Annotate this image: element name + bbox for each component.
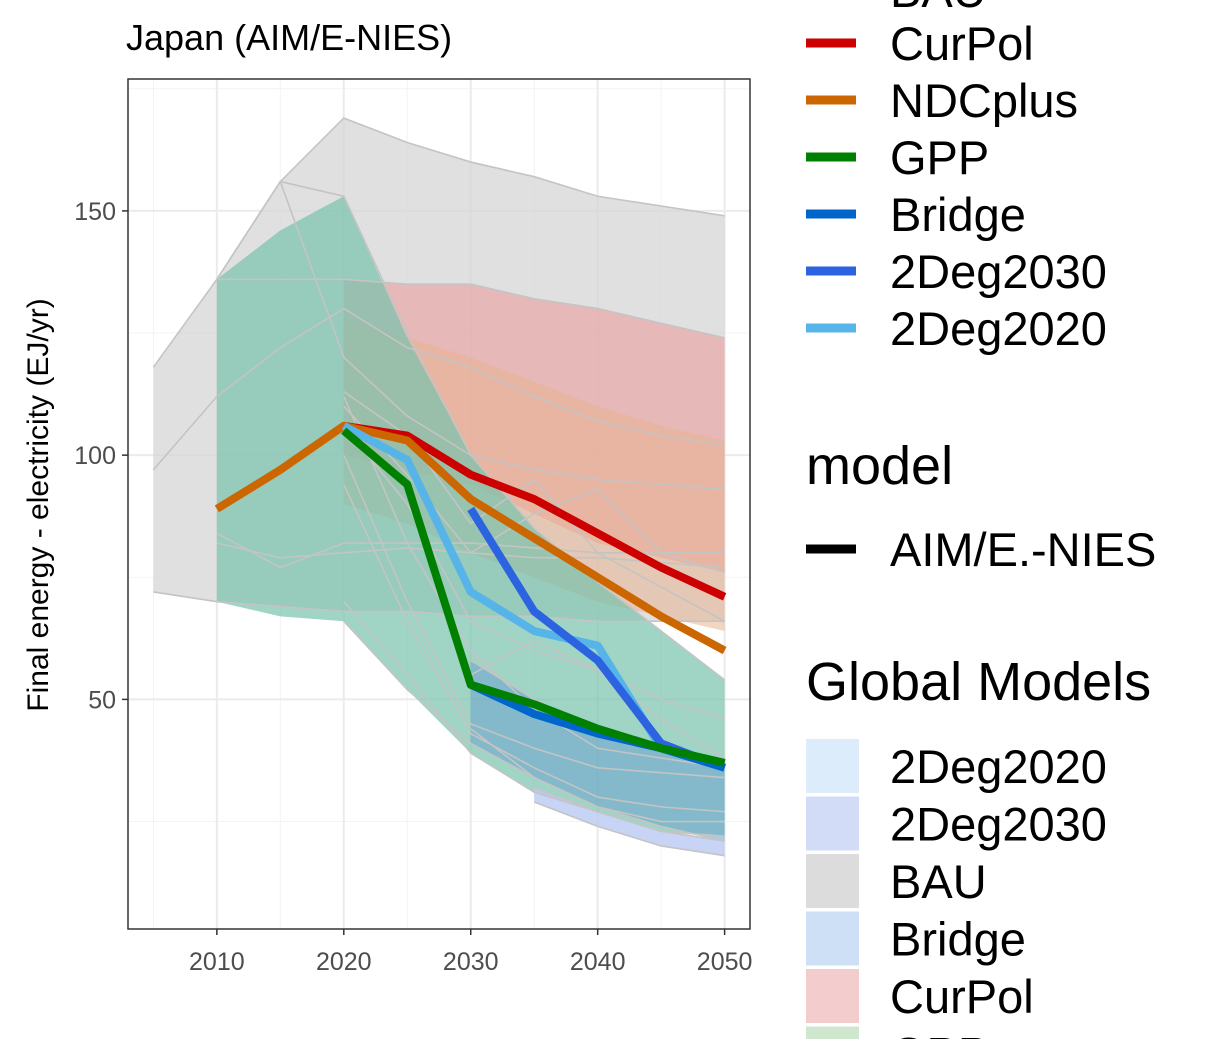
chart-title: Japan (AIM/E-NIES) [126, 17, 452, 58]
x-tick-label: 2020 [316, 948, 372, 976]
legend-model-title: model [806, 436, 953, 496]
series-lines [214, 421, 727, 772]
legend-swatch-BAU [806, 854, 859, 908]
legend-label-Bridge: Bridge [890, 188, 1026, 241]
legend: BAUCurPolNDCplusGPPBridge2Deg20302Deg202… [806, 0, 1156, 1039]
background-line [470, 728, 725, 823]
background-line [343, 425, 725, 720]
legend-global-title: Global Models [806, 652, 1151, 712]
x-tick-label: 2030 [443, 948, 499, 976]
background-line [533, 801, 725, 857]
y-tick-label: 150 [74, 198, 116, 226]
x-tick-label: 2050 [697, 948, 753, 976]
background-line [533, 786, 725, 842]
legend-global-label-Bridge: Bridge [890, 913, 1026, 966]
legend-global-label-CurPol: CurPol [890, 970, 1034, 1023]
legend-swatch-2Deg2020 [806, 739, 859, 793]
legend-swatch-CurPol [806, 969, 859, 1023]
legend-global-label-GPP: GPP [890, 1028, 989, 1039]
legend-swatch-GPP [806, 1026, 859, 1039]
background-line [216, 278, 725, 339]
background-line [470, 639, 726, 759]
background-line [343, 454, 725, 779]
legend-scenario-partial-label: BAU [890, 0, 987, 17]
series-line-GPP [341, 427, 726, 767]
x-tick-label: 2040 [570, 948, 626, 976]
legend-label-model: AIM/E.-NIES [890, 523, 1156, 576]
y-tick-label: 100 [74, 442, 116, 470]
legend-swatch-Bridge [806, 911, 859, 966]
background-line [343, 484, 725, 813]
series-line-NDCplus [214, 421, 727, 655]
background-line [279, 181, 725, 491]
x-tick-label: 2010 [189, 948, 245, 976]
legend-label-CurPol: CurPol [890, 17, 1034, 70]
legend-global-label-2Deg2020: 2Deg2020 [890, 740, 1107, 793]
background-line [153, 591, 725, 623]
legend-label-2Deg2020: 2Deg2020 [890, 302, 1107, 355]
legend-swatch-2Deg2030 [806, 796, 859, 851]
legend-label-2Deg2030: 2Deg2030 [890, 245, 1107, 298]
background-lines [152, 117, 726, 857]
legend-global-label-BAU: BAU [890, 855, 987, 908]
legend-label-NDCplus: NDCplus [890, 74, 1078, 127]
background-line [343, 396, 725, 769]
series-line-CurPol [343, 421, 727, 601]
y-axis-label: Final energy - electricity (EJ/yr) [22, 298, 55, 711]
panel-border [127, 78, 751, 930]
y-tick-label: 50 [88, 686, 116, 714]
legend-label-GPP: GPP [890, 131, 989, 184]
ribbon-2Deg2030 [534, 787, 725, 856]
background-line [152, 307, 725, 471]
legend-global-label-2Deg2030: 2Deg2030 [890, 798, 1107, 851]
axes: 2010 2020 2030 2040 2050 50 100 150 [74, 198, 752, 976]
background-line [343, 405, 725, 574]
